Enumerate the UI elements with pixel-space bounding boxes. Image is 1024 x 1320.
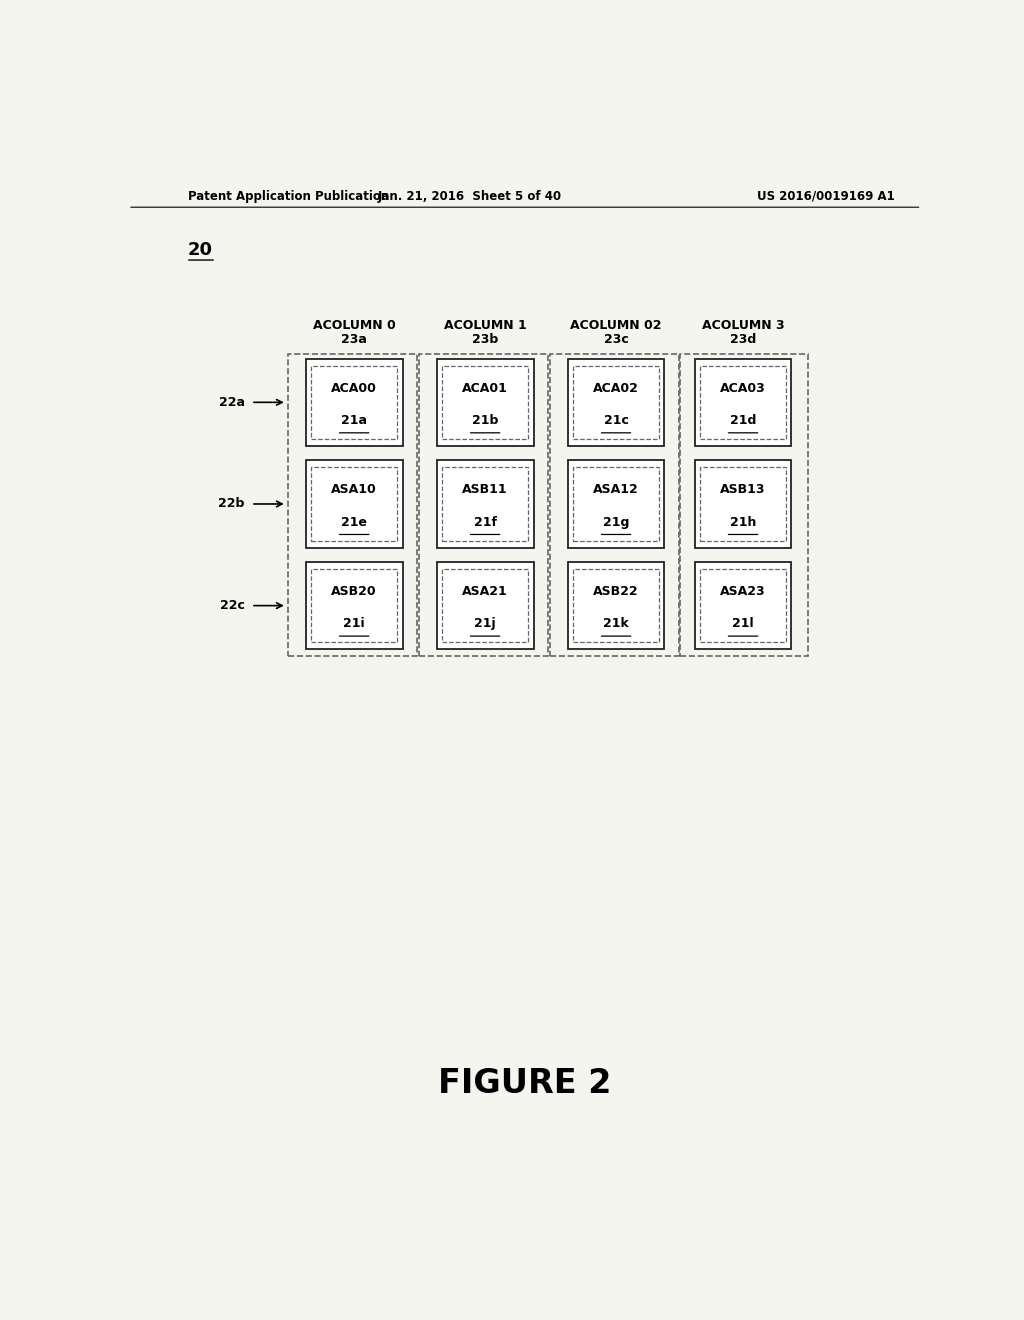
Bar	[694, 359, 792, 446]
Text: 20: 20	[187, 240, 213, 259]
Text: FIGURE 2: FIGURE 2	[438, 1067, 611, 1100]
Text: 21b: 21b	[472, 414, 499, 428]
Text: 22b: 22b	[218, 498, 245, 511]
Bar	[436, 562, 534, 649]
Text: 23a: 23a	[341, 333, 368, 346]
Text: 21e: 21e	[341, 516, 368, 529]
Bar	[567, 359, 665, 446]
Bar	[700, 366, 785, 440]
Text: ACOLUMN 3: ACOLUMN 3	[701, 318, 784, 331]
Bar	[306, 461, 402, 548]
Text: 23c: 23c	[604, 333, 629, 346]
Bar	[573, 569, 658, 643]
Text: ACA02: ACA02	[593, 381, 639, 395]
Bar	[306, 359, 402, 446]
Bar	[436, 461, 534, 548]
Bar	[567, 461, 665, 548]
Text: 21i: 21i	[343, 618, 365, 631]
Text: Jan. 21, 2016  Sheet 5 of 40: Jan. 21, 2016 Sheet 5 of 40	[377, 190, 561, 202]
Text: ASA10: ASA10	[332, 483, 377, 496]
Text: ASB13: ASB13	[720, 483, 766, 496]
Bar	[311, 467, 397, 541]
Text: 21j: 21j	[474, 618, 496, 631]
Text: 21d: 21d	[730, 414, 757, 428]
Text: US 2016/0019169 A1: US 2016/0019169 A1	[758, 190, 895, 202]
Bar	[700, 467, 785, 541]
Bar	[442, 366, 528, 440]
Text: 21f: 21f	[474, 516, 497, 529]
Text: ACOLUMN 1: ACOLUMN 1	[443, 318, 526, 331]
Text: Patent Application Publication: Patent Application Publication	[187, 190, 389, 202]
Text: 22a: 22a	[219, 396, 245, 409]
Bar	[567, 562, 665, 649]
Text: 21k: 21k	[603, 618, 629, 631]
Bar	[550, 354, 679, 656]
Text: ASA12: ASA12	[593, 483, 639, 496]
Bar	[680, 354, 808, 656]
Bar	[694, 461, 792, 548]
Text: ASB20: ASB20	[332, 585, 377, 598]
Bar	[694, 562, 792, 649]
Text: ASB22: ASB22	[593, 585, 639, 598]
Text: ACA00: ACA00	[331, 381, 377, 395]
Text: 21g: 21g	[603, 516, 630, 529]
Text: 21a: 21a	[341, 414, 368, 428]
Bar	[311, 366, 397, 440]
Text: 21l: 21l	[732, 618, 754, 631]
Bar	[573, 467, 658, 541]
Text: 23b: 23b	[472, 333, 499, 346]
Text: ACA01: ACA01	[462, 381, 508, 395]
Text: ACOLUMN 0: ACOLUMN 0	[312, 318, 395, 331]
Text: 21h: 21h	[730, 516, 757, 529]
Bar	[573, 366, 658, 440]
Text: ASA21: ASA21	[462, 585, 508, 598]
Bar	[436, 359, 534, 446]
Bar	[289, 354, 417, 656]
Bar	[306, 562, 402, 649]
Text: ACA03: ACA03	[720, 381, 766, 395]
Text: 21c: 21c	[603, 414, 629, 428]
Text: ASB11: ASB11	[462, 483, 508, 496]
Text: 23d: 23d	[730, 333, 756, 346]
Bar	[419, 354, 548, 656]
Text: 22c: 22c	[220, 599, 245, 612]
Bar	[311, 569, 397, 643]
Bar	[700, 569, 785, 643]
Bar	[442, 467, 528, 541]
Text: ASA23: ASA23	[720, 585, 766, 598]
Text: ACOLUMN 02: ACOLUMN 02	[570, 318, 662, 331]
Bar	[442, 569, 528, 643]
